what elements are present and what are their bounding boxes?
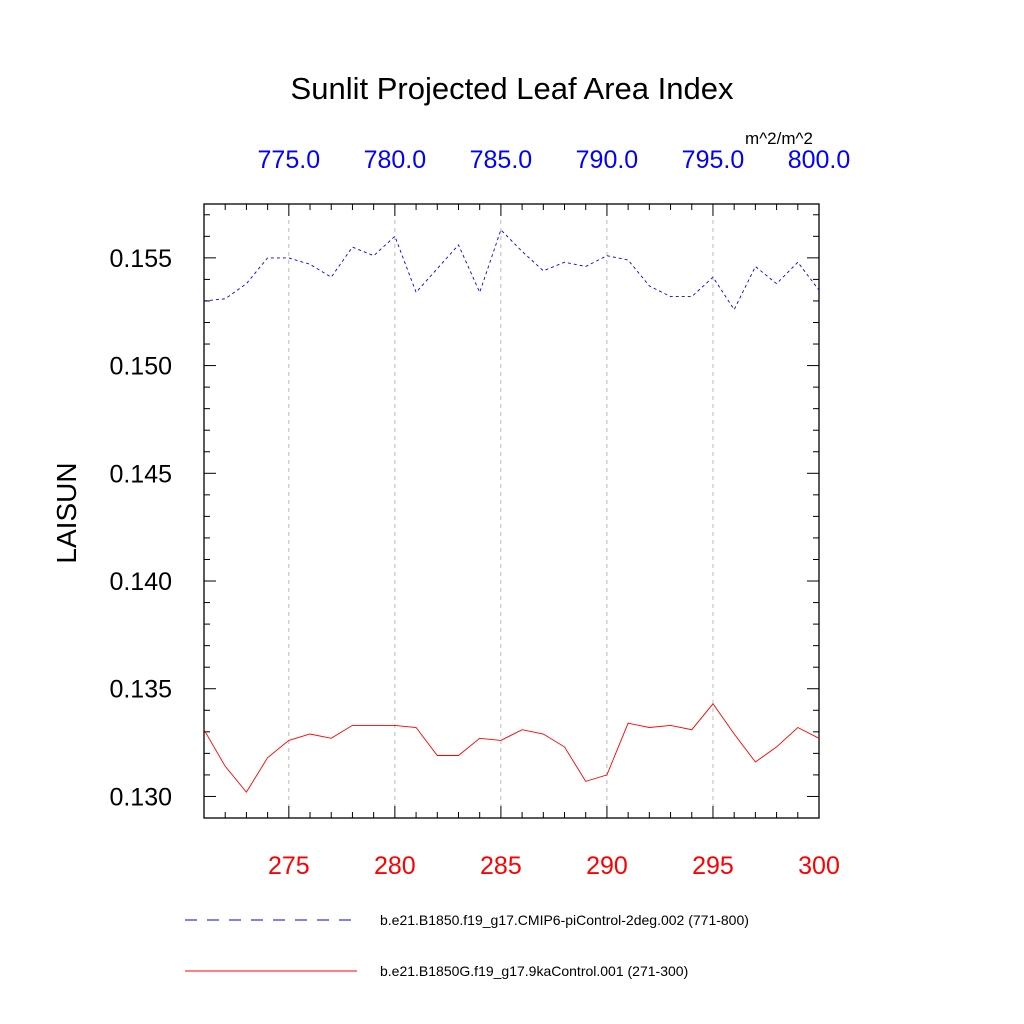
ticks	[203, 204, 820, 819]
legend: b.e21.B1850.f19_g17.CMIP6-piControl-2deg…	[185, 912, 749, 979]
y-tick-label: 0.130	[109, 783, 172, 811]
x-bottom-tick-label: 275	[268, 852, 310, 880]
x-top-tick-label: 775.0	[258, 146, 321, 174]
x-bottom-tick-label: 290	[586, 852, 628, 880]
y-tick-label: 0.150	[109, 353, 172, 381]
y-tick-label: 0.140	[109, 568, 172, 596]
grid-lines	[288, 204, 714, 818]
series-lines	[203, 229, 820, 793]
chart-title: Sunlit Projected Leaf Area Index	[291, 71, 734, 106]
y-tick-label: 0.155	[109, 245, 172, 273]
x-top-tick-label: 780.0	[364, 146, 427, 174]
units-label: m^2/m^2	[745, 129, 813, 148]
series-line-blue	[203, 229, 820, 311]
legend-label-red: b.e21.B1850G.f19_g17.9kaControl.001 (271…	[380, 963, 688, 979]
x-bottom-tick-label: 280	[374, 852, 416, 880]
series-line-red	[203, 703, 820, 793]
legend-label-blue: b.e21.B1850.f19_g17.CMIP6-piControl-2deg…	[380, 912, 749, 928]
y-tick-label: 0.145	[109, 460, 172, 488]
x-bottom-tick-label: 285	[480, 852, 522, 880]
plot-frame	[203, 203, 820, 819]
x-top-tick-label: 785.0	[470, 146, 533, 174]
x-top-tick-label: 800.0	[788, 146, 851, 174]
y-axis-label: LAISUN	[51, 462, 82, 563]
y-tick-label: 0.135	[109, 676, 172, 704]
x-bottom-tick-label: 300	[798, 852, 840, 880]
x-bottom-tick-label: 295	[692, 852, 734, 880]
x-top-tick-label: 790.0	[576, 146, 639, 174]
x-top-tick-label: 795.0	[682, 146, 745, 174]
